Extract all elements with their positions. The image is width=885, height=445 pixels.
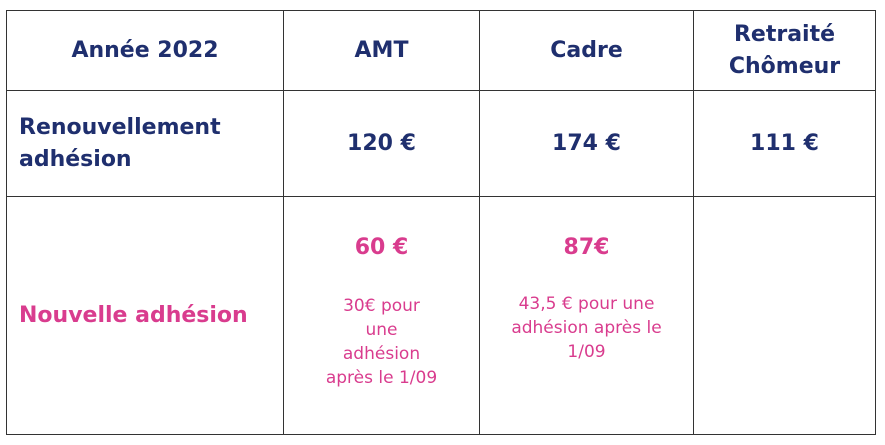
renouvellement-label-line1: Renouvellement (19, 114, 221, 140)
renouvellement-retraite-price: 111 € (750, 131, 819, 156)
header-cadre-cell: Cadre (479, 10, 694, 91)
nouvelle-cadre-note-line2: adhésion après le (511, 318, 662, 338)
nouvelle-amt-note-line4: après le 1/09 (325, 368, 438, 388)
nouvelle-amt-note-line3: adhésion (342, 344, 421, 364)
nouvelle-cadre-note-line3: 1/09 (567, 342, 606, 362)
nouvelle-cadre-cell: 87€ 43,5 € pour une adhésion après le 1/… (479, 196, 694, 435)
nouvelle-amt-note-line2: une (365, 320, 398, 340)
header-retraite-line1: Retraité (733, 21, 836, 47)
nouvelle-cadre-price: 87€ (563, 235, 610, 260)
header-cadre: Cadre (550, 37, 623, 63)
nouvelle-cadre-note-line1: 43,5 € pour une (518, 294, 655, 314)
renouvellement-amt-cell: 120 € (283, 90, 480, 197)
header-amt: AMT (354, 37, 409, 63)
header-row: Année 2022 AMT Cadre Retraité Chômeur (6, 10, 876, 91)
renouvellement-label-cell: Renouvellement adhésion (6, 90, 284, 197)
nouvelle-amt-cell: 60 € 30€ pour une adhésion après le 1/09 (283, 196, 480, 435)
nouvelle-label-cell: Nouvelle adhésion (6, 196, 284, 435)
header-year: Année 2022 (71, 37, 219, 63)
renouvellement-retraite-cell: 111 € (693, 90, 876, 197)
header-chomeur-line2: Chômeur (728, 53, 841, 79)
renouvellement-row: Renouvellement adhésion 120 € 174 € 111 … (6, 90, 876, 197)
nouvelle-amt-note-line1: 30€ pour (343, 296, 420, 316)
renouvellement-cadre-price: 174 € (552, 131, 621, 156)
pricing-table: Année 2022 AMT Cadre Retraité Chômeur Re… (6, 10, 876, 435)
header-year-cell: Année 2022 (6, 10, 284, 91)
renouvellement-cadre-cell: 174 € (479, 90, 694, 197)
nouvelle-row: Nouvelle adhésion 60 € 30€ pour une adhé… (6, 196, 876, 435)
renouvellement-label-line2: adhésion (19, 146, 132, 172)
renouvellement-amt-price: 120 € (347, 131, 416, 156)
nouvelle-amt-price: 60 € (354, 235, 409, 260)
nouvelle-label: Nouvelle adhésion (19, 302, 248, 328)
header-retraite-cell: Retraité Chômeur (693, 10, 876, 91)
header-amt-cell: AMT (283, 10, 480, 91)
nouvelle-retraite-cell (693, 196, 876, 435)
